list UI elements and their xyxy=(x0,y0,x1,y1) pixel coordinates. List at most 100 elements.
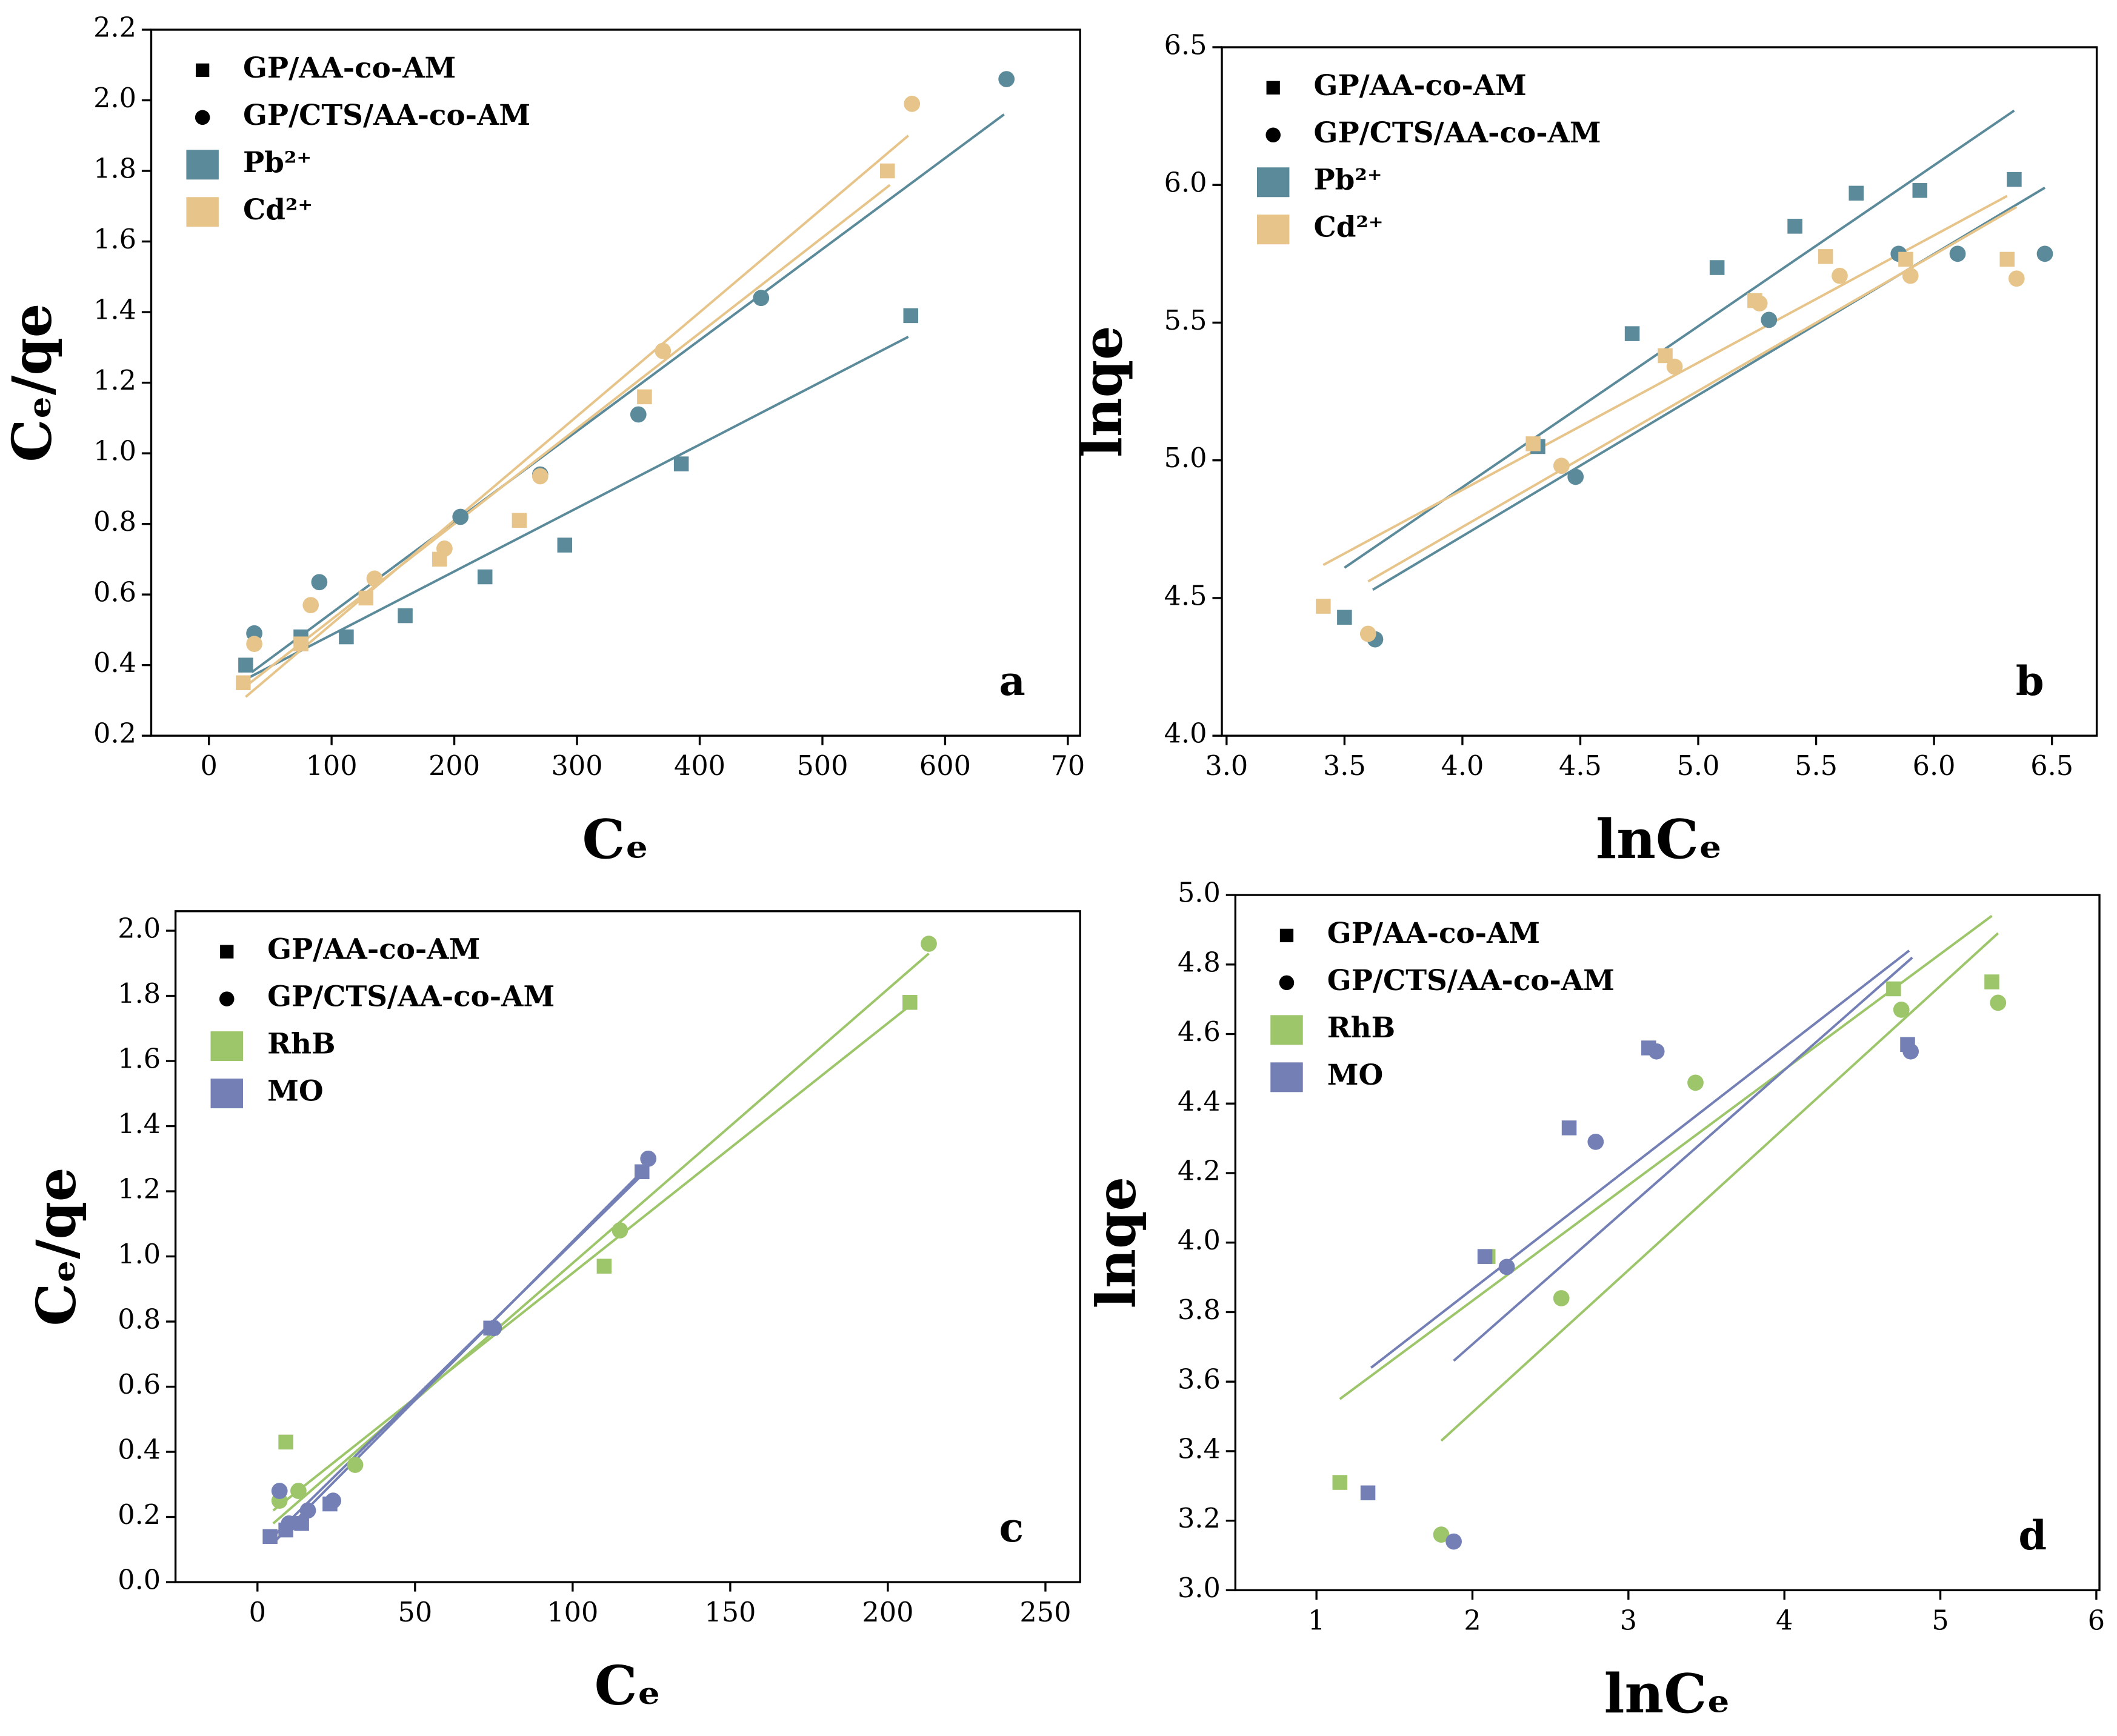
circle-point xyxy=(366,570,383,587)
y-tick-label: 4.0 xyxy=(1178,1225,1221,1256)
x-tick-label: 3.0 xyxy=(1205,750,1248,782)
fit-line xyxy=(272,1005,911,1512)
square-point xyxy=(1849,185,1864,201)
y-tick-label: 4.6 xyxy=(1178,1016,1221,1048)
circle-point xyxy=(2036,245,2053,262)
y-tick-label: 6.5 xyxy=(1164,29,1207,61)
y-tick-label: 1.6 xyxy=(118,1043,161,1075)
x-tick-label: 1 xyxy=(1308,1605,1325,1636)
circle-point xyxy=(998,71,1015,87)
x-tick-label: 3.5 xyxy=(1323,750,1366,782)
x-tick-label: 6.5 xyxy=(2030,750,2073,782)
x-tick-label: 0 xyxy=(249,1597,266,1628)
circle-point xyxy=(485,1320,502,1337)
legend-label: GP/CTS/AA-co-AM xyxy=(1314,116,1601,150)
y-tick-label: 5.0 xyxy=(1164,442,1207,474)
y-axis-label: lnqe xyxy=(1084,1177,1148,1309)
circle-point xyxy=(904,95,921,112)
y-tick-label: 4.4 xyxy=(1178,1086,1221,1117)
square-point xyxy=(1999,251,2015,267)
circle-point xyxy=(630,406,647,423)
legend-marker xyxy=(196,63,210,77)
x-axis-label: lnCₑ xyxy=(1604,1662,1731,1726)
circle-point xyxy=(271,1483,288,1499)
circle-point xyxy=(281,1515,298,1532)
square-point xyxy=(903,308,918,324)
y-tick-label: 3.6 xyxy=(1178,1364,1221,1395)
y-tick-label: 1.4 xyxy=(93,294,136,326)
legend-label: GP/AA-co-AM xyxy=(243,52,456,85)
circle-point xyxy=(921,936,937,952)
circle-point xyxy=(1751,295,1768,312)
plot-frame xyxy=(174,910,1081,1583)
y-tick-label: 6.0 xyxy=(1164,167,1207,199)
legend-swatch xyxy=(1270,1015,1303,1045)
y-tick-label: 4.8 xyxy=(1178,946,1221,978)
circle-point xyxy=(1893,1002,1910,1018)
square-point xyxy=(262,1529,278,1545)
square-point xyxy=(236,675,251,691)
fit-line xyxy=(272,1164,650,1544)
square-point xyxy=(398,608,413,624)
legend-marker xyxy=(1279,928,1294,943)
fit-line xyxy=(1339,914,1993,1400)
x-tick-label: 5.0 xyxy=(1677,750,1720,782)
circle-point xyxy=(311,574,328,591)
fit-line xyxy=(245,135,909,698)
fit-line xyxy=(1370,949,1910,1369)
square-point xyxy=(1984,974,1999,989)
circle-point xyxy=(452,508,469,525)
x-tick-label: 4.5 xyxy=(1559,750,1602,782)
square-point xyxy=(1709,260,1725,275)
legend-swatch xyxy=(1256,215,1290,245)
legend-label: RhB xyxy=(1327,1011,1395,1045)
x-tick-label: 70 xyxy=(1051,750,1085,782)
legend-label: MO xyxy=(1327,1059,1384,1092)
y-tick-label: 0.4 xyxy=(93,647,136,679)
x-tick-label: 4 xyxy=(1776,1605,1793,1636)
x-tick-label: 6.0 xyxy=(1913,750,1956,782)
x-tick-label: 500 xyxy=(796,750,848,782)
circle-point xyxy=(1498,1259,1515,1275)
legend-label: Cd²⁺ xyxy=(243,193,313,227)
x-tick-label: 5 xyxy=(1932,1605,1949,1636)
circle-point xyxy=(655,342,672,359)
fit-line xyxy=(245,336,909,680)
y-tick-label: 0.8 xyxy=(118,1304,161,1335)
circle-point xyxy=(347,1457,364,1473)
y-tick-label: 0.8 xyxy=(93,506,136,537)
fit-line xyxy=(251,113,1005,673)
y-tick-label: 1.4 xyxy=(118,1108,161,1140)
legend-swatch xyxy=(210,1031,243,1062)
circle-point xyxy=(1902,1043,1919,1060)
x-tick-label: 3 xyxy=(1620,1605,1637,1636)
square-point xyxy=(477,569,493,585)
square-point xyxy=(278,1434,293,1450)
square-point xyxy=(2007,171,2022,187)
square-point xyxy=(1898,251,1913,267)
circle-point xyxy=(1832,267,1848,284)
y-tick-label: 0.2 xyxy=(93,718,136,750)
circle-point xyxy=(1445,1533,1462,1550)
circle-point xyxy=(532,468,548,485)
y-tick-label: 5.0 xyxy=(1178,877,1221,909)
fit-line xyxy=(1453,956,1913,1362)
square-point xyxy=(1886,981,1901,997)
x-tick-label: 300 xyxy=(552,750,603,782)
y-tick-label: 1.8 xyxy=(118,978,161,1009)
x-axis-label: lnCₑ xyxy=(1596,808,1722,871)
legend-label: GP/AA-co-AM xyxy=(1314,69,1527,102)
square-point xyxy=(1624,326,1640,341)
panel-label: c xyxy=(999,1503,1024,1551)
y-tick-label: 3.2 xyxy=(1178,1503,1221,1534)
y-tick-label: 0.2 xyxy=(118,1499,161,1531)
legend-swatch xyxy=(186,197,219,227)
x-tick-label: 50 xyxy=(398,1597,432,1628)
y-tick-label: 3.8 xyxy=(1178,1294,1221,1326)
legend-swatch xyxy=(1270,1062,1303,1092)
circle-point xyxy=(302,597,319,613)
x-tick-label: 600 xyxy=(919,750,971,782)
square-point xyxy=(1477,1249,1493,1264)
x-tick-label: 5.5 xyxy=(1795,750,1838,782)
